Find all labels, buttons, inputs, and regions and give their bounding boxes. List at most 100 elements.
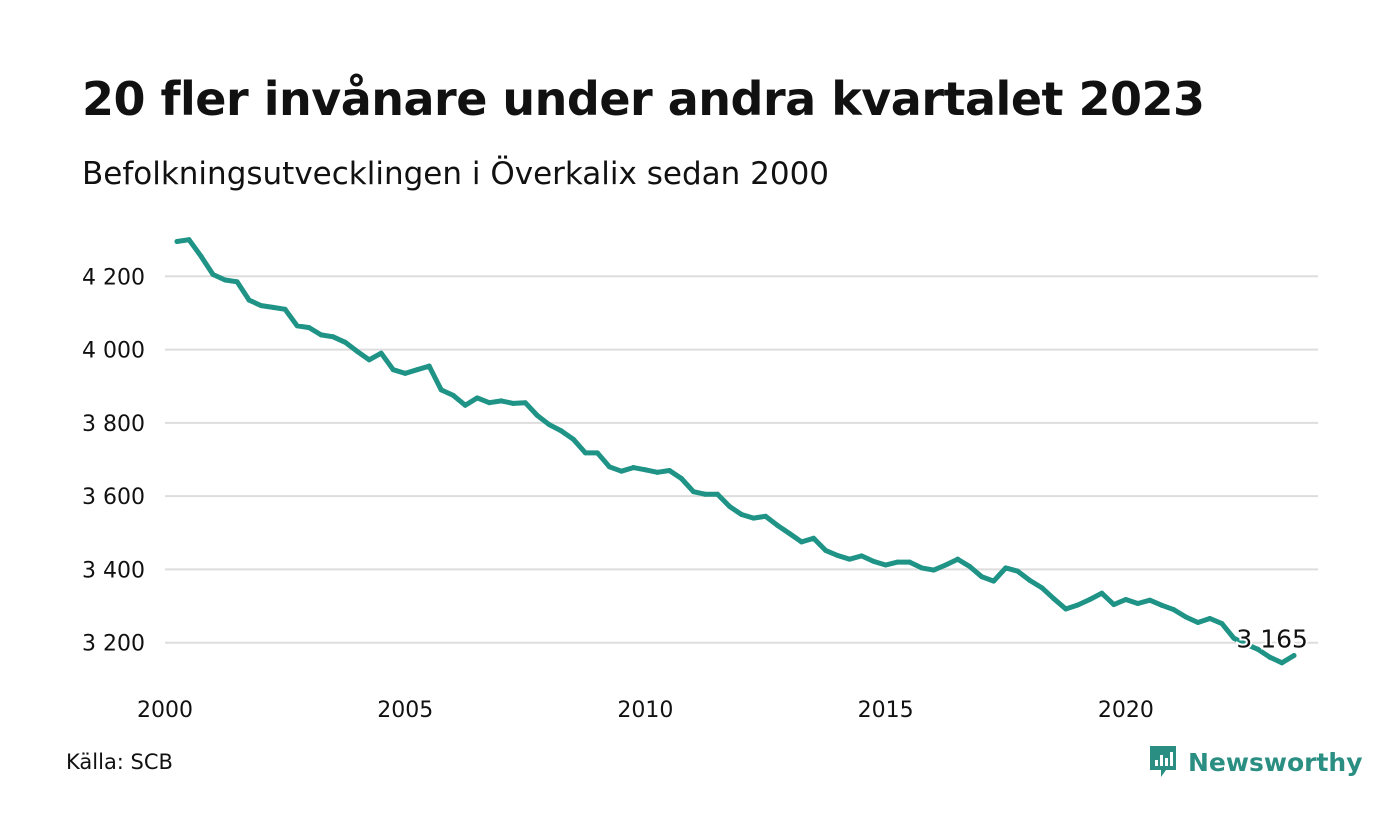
data-point: [847, 556, 853, 562]
data-point: [967, 563, 973, 569]
data-point: [1195, 620, 1201, 626]
data-point: [943, 562, 949, 568]
x-tick-label: 2015: [858, 698, 914, 723]
chart-subtitle: Befolkningsutvecklingen i Överkalix seda…: [82, 156, 830, 192]
data-point: [642, 467, 648, 473]
data-point: [546, 422, 552, 428]
data-point: [1087, 596, 1093, 602]
data-point: [678, 476, 684, 482]
data-point: [763, 513, 769, 519]
source-note: Källa: SCB: [66, 750, 173, 774]
data-point: [222, 277, 228, 283]
data-point: [1231, 635, 1237, 641]
end-value-label: 3 165: [1236, 625, 1308, 654]
data-point: [1015, 568, 1021, 574]
data-point: [198, 253, 204, 259]
data-point: [510, 400, 516, 406]
data-point: [186, 237, 192, 243]
data-point: [666, 467, 672, 473]
y-tick-label: 4 200: [82, 265, 145, 290]
data-point: [871, 558, 877, 564]
chart-title: 20 fler invånare under andra kvartalet 2…: [82, 72, 1205, 126]
y-tick-label: 3 600: [82, 485, 145, 510]
data-point: [751, 515, 757, 521]
data-point: [1003, 565, 1009, 571]
data-point: [1255, 646, 1261, 652]
data-point: [1063, 606, 1069, 612]
data-point: [570, 436, 576, 442]
data-point: [1171, 607, 1177, 613]
data-point: [991, 578, 997, 584]
data-point: [618, 468, 624, 474]
data-point: [1039, 585, 1045, 591]
y-tick-label: 4 000: [82, 339, 145, 364]
data-point: [486, 400, 492, 406]
data-point: [1219, 621, 1225, 627]
newsworthy-logo-icon: [1150, 746, 1176, 777]
data-point: [895, 559, 901, 565]
gridlines: [165, 275, 1318, 644]
data-point: [342, 339, 348, 345]
data-point: [1267, 654, 1273, 660]
data-point: [534, 413, 540, 419]
data-point: [354, 348, 360, 354]
data-point: [739, 511, 744, 517]
data-point: [282, 306, 288, 312]
data-point: [1147, 597, 1153, 603]
y-tick-label: 3 400: [82, 558, 145, 583]
data-point: [1279, 660, 1285, 666]
data-point: [702, 491, 708, 497]
brand-name: Newsworthy: [1188, 747, 1363, 777]
y-tick-label: 3 800: [82, 412, 145, 437]
data-point: [246, 297, 252, 303]
data-point: [306, 325, 312, 331]
data-point: [811, 535, 817, 541]
data-point: [799, 539, 805, 545]
data-point: [1051, 596, 1057, 602]
data-point: [402, 370, 408, 376]
data-point: [1027, 577, 1033, 583]
data-point: [931, 567, 937, 573]
data-point: [714, 491, 720, 497]
data-point: [462, 402, 468, 408]
y-tick-label: 3 200: [82, 632, 145, 657]
data-point: [474, 395, 480, 401]
data-point: [883, 562, 889, 568]
data-point: [330, 334, 336, 340]
data-point: [907, 559, 913, 565]
data-point: [979, 574, 985, 580]
data-point: [258, 303, 264, 309]
x-tick-label: 2020: [1098, 698, 1154, 723]
data-point: [630, 465, 636, 471]
data-point: [498, 398, 504, 404]
data-point: [726, 503, 732, 509]
data-point: [390, 367, 396, 373]
data-point: [1123, 596, 1129, 602]
data-point: [366, 357, 372, 363]
plot-area: 3 165: [174, 237, 1310, 666]
data-point: [775, 522, 781, 528]
data-point: [1207, 616, 1213, 622]
data-point: [438, 387, 444, 393]
data-point: [1291, 653, 1297, 659]
data-point: [654, 469, 660, 475]
data-point: [414, 367, 420, 373]
data-point: [558, 428, 564, 434]
data-point: [210, 271, 216, 277]
data-point: [174, 238, 180, 244]
x-tick-label: 2000: [137, 698, 193, 723]
data-point: [1183, 614, 1189, 620]
data-point: [787, 531, 793, 537]
data-point: [823, 547, 829, 553]
data-point: [955, 556, 961, 562]
data-point: [859, 553, 865, 559]
data-point: [1243, 641, 1249, 647]
data-point: [582, 450, 588, 456]
x-axis: 2000 2005 2010 2015 2020: [137, 698, 1154, 723]
y-axis: 3 200 3 400 3 600 3 800 4 000 4 200: [82, 265, 145, 656]
data-point: [270, 304, 276, 310]
data-point: [606, 464, 612, 470]
data-point: [835, 552, 841, 558]
data-point: [522, 400, 528, 406]
